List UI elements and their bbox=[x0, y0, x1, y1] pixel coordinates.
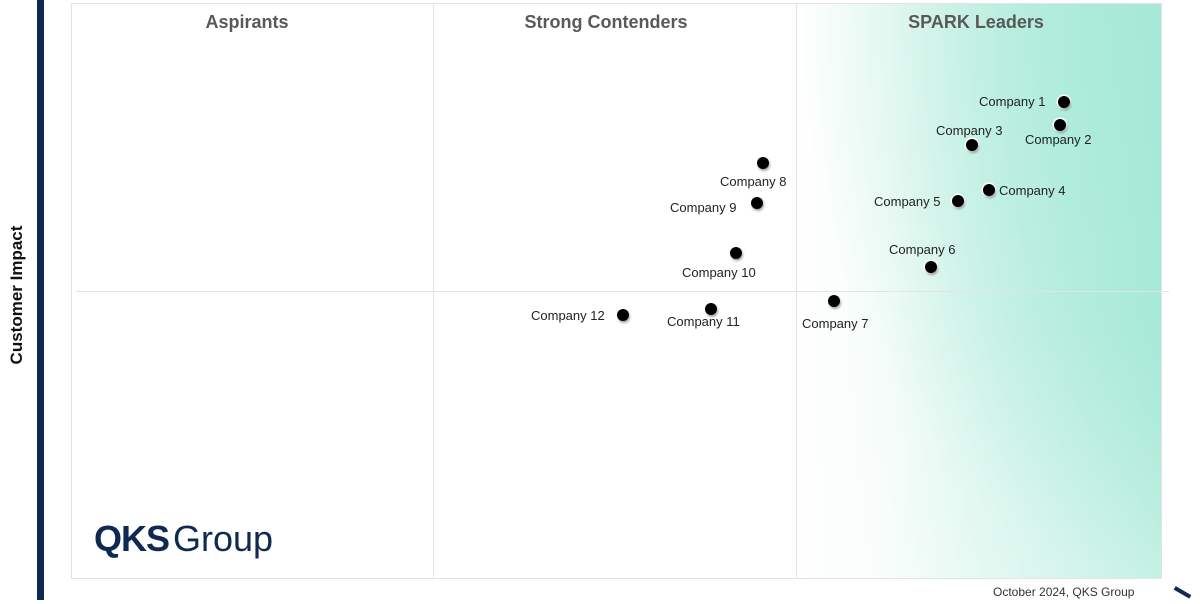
footer-credit: October 2024, QKS Group bbox=[993, 585, 1135, 599]
data-point-company-11[interactable] bbox=[705, 303, 717, 315]
point-label: Company 7 bbox=[802, 316, 869, 331]
point-label: Company 3 bbox=[936, 123, 1003, 138]
point-label: Company 1 bbox=[979, 94, 1046, 109]
quadrant-title-spark-leaders: SPARK Leaders bbox=[908, 12, 1044, 32]
point-label: Company 2 bbox=[1025, 132, 1092, 147]
quadrant-title-aspirants: Aspirants bbox=[205, 12, 289, 32]
qks-group-logo: QKS Group bbox=[94, 518, 273, 560]
data-point-company-7[interactable] bbox=[828, 295, 840, 307]
logo-bold-text: QKS bbox=[94, 518, 170, 559]
logo-regular-text: Group bbox=[173, 518, 274, 559]
data-point-company-4[interactable] bbox=[983, 184, 995, 196]
point-label: Company 5 bbox=[874, 194, 941, 209]
point-label: Company 8 bbox=[720, 174, 787, 189]
data-point-company-1[interactable] bbox=[1058, 96, 1070, 108]
data-point-company-2[interactable] bbox=[1054, 119, 1066, 131]
point-label: Company 12 bbox=[531, 308, 605, 323]
point-label: Company 10 bbox=[682, 265, 756, 280]
data-point-company-10[interactable] bbox=[730, 247, 742, 259]
point-label: Company 6 bbox=[889, 242, 956, 257]
quadrant-title-strong-contenders: Strong Contenders bbox=[524, 12, 688, 32]
data-point-company-9[interactable] bbox=[751, 197, 763, 209]
divider-horizontal bbox=[76, 291, 1169, 292]
point-label: Company 4 bbox=[999, 183, 1066, 198]
data-point-company-6[interactable] bbox=[925, 261, 937, 273]
data-point-company-8[interactable] bbox=[757, 157, 769, 169]
data-point-company-12[interactable] bbox=[617, 309, 629, 321]
y-axis-bar bbox=[37, 0, 44, 600]
point-label: Company 9 bbox=[670, 200, 737, 215]
y-axis-label: Customer Impact bbox=[7, 225, 26, 365]
plot-area: Aspirants Strong Contenders SPARK Leader… bbox=[71, 3, 1169, 579]
data-point-company-5[interactable] bbox=[952, 195, 964, 207]
data-point-company-3[interactable] bbox=[966, 139, 978, 151]
arrow-icon bbox=[1170, 586, 1192, 604]
point-label: Company 11 bbox=[667, 314, 740, 329]
